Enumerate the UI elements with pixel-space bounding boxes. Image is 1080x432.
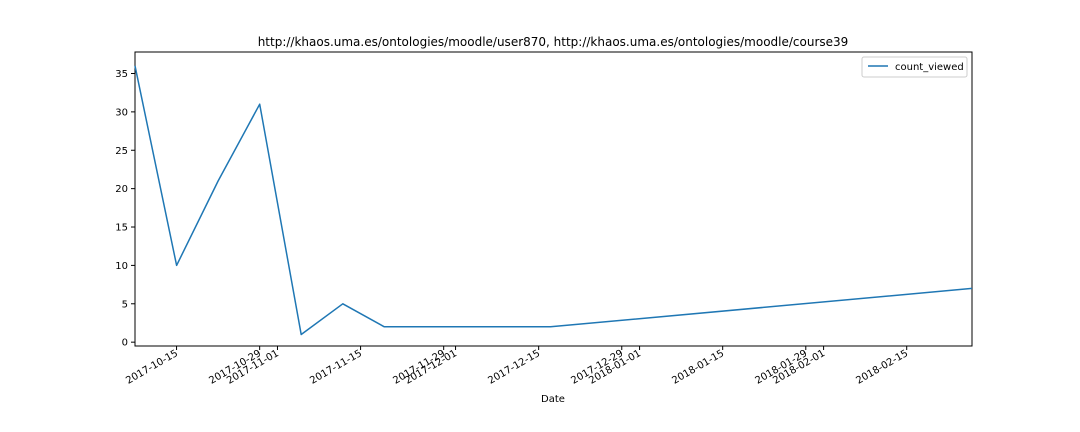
y-tick-label: 20 bbox=[115, 184, 128, 195]
y-tick-label: 0 bbox=[122, 338, 128, 349]
x-tick-label: 2018-02-15 bbox=[854, 348, 910, 387]
x-tick-label: 2017-12-15 bbox=[486, 348, 542, 387]
y-tick-label: 25 bbox=[115, 146, 128, 157]
y-tick-label: 10 bbox=[115, 261, 128, 272]
plot-area bbox=[134, 51, 973, 347]
x-tick-label: 2017-10-15 bbox=[124, 348, 180, 387]
y-tick-label: 30 bbox=[115, 107, 128, 118]
x-tick-label: 2018-01-15 bbox=[670, 348, 726, 387]
legend-label: count_viewed bbox=[895, 62, 964, 73]
series-layer bbox=[134, 65, 973, 336]
series-line bbox=[134, 65, 973, 336]
y-tick-label: 35 bbox=[115, 69, 128, 80]
y-tick-label: 5 bbox=[122, 299, 128, 310]
y-axis: 0 5 10 15 20 25 30 35 bbox=[115, 69, 135, 349]
legend-box bbox=[861, 56, 968, 78]
chart-title: http://khaos.uma.es/ontologies/moodle/us… bbox=[258, 35, 849, 49]
x-axis-label: Date bbox=[541, 394, 565, 405]
legend: count_viewed bbox=[861, 56, 968, 78]
y-tick-label: 15 bbox=[115, 223, 128, 234]
x-tick-label: 2017-11-15 bbox=[308, 348, 364, 387]
